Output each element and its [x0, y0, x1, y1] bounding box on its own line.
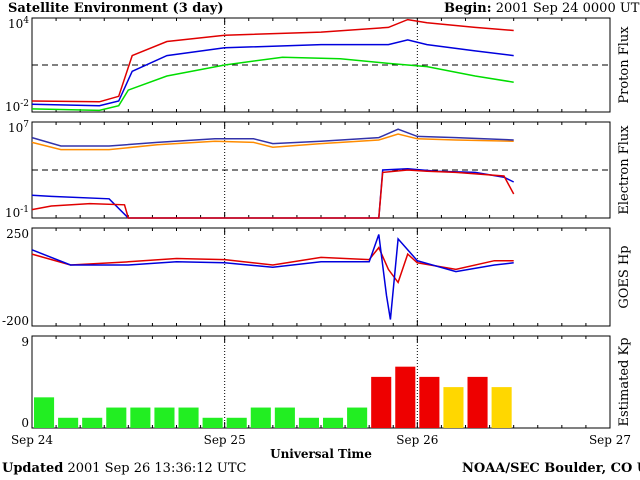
y-axis-label: Electron Flux	[617, 125, 632, 215]
y-tick-label: 104	[8, 16, 29, 31]
y-tick-label: 107	[8, 120, 29, 135]
updated-value: 2001 Sep 26 13:36:12 UTC	[67, 461, 247, 476]
kp-bar	[419, 376, 440, 428]
panel-3: 250 -200 GOES Hp	[2, 227, 632, 328]
kp-bar	[371, 376, 392, 428]
y-tick-label: 10-2	[5, 99, 29, 114]
kp-bar	[347, 407, 368, 428]
y-tick-label: -200	[2, 314, 29, 328]
kp-bar	[274, 407, 295, 428]
y-tick-label: 0	[21, 416, 29, 430]
begin-value: 2001 Sep 24 0000 UTC	[495, 1, 640, 16]
y-axis-label: Proton Flux	[617, 26, 632, 104]
kp-bar	[130, 407, 151, 428]
series-h2	[31, 234, 514, 320]
y-tick-label: 250	[6, 227, 29, 241]
series-p2	[31, 39, 514, 107]
panel-4: 9 0 Estimated Kp	[21, 335, 632, 430]
series-e3	[31, 168, 515, 219]
x-tick-label: Sep 27	[589, 433, 631, 447]
kp-bar	[34, 397, 55, 428]
begin-label: Begin:	[444, 1, 492, 16]
kp-bar	[202, 417, 223, 428]
panel-1: 104 10-2 Proton Flux	[5, 16, 632, 114]
updated-info: Updated 2001 Sep 26 13:36:12 UTC	[2, 461, 247, 476]
series-e4	[31, 169, 515, 219]
begin-info: Begin: 2001 Sep 24 0000 UTC	[444, 1, 640, 16]
kp-bar	[226, 417, 247, 428]
y-tick-label: 9	[21, 335, 29, 349]
y-axis-label: Estimated Kp	[617, 337, 632, 426]
kp-bar	[395, 366, 416, 428]
x-tick-label: Sep 24	[11, 433, 53, 447]
kp-bar	[178, 407, 199, 428]
panel-2: 107 10-1 Electron Flux	[5, 120, 632, 220]
series-p3	[31, 56, 514, 112]
kp-bar	[58, 417, 79, 428]
series-e1	[31, 133, 514, 151]
x-axis-title: Universal Time	[270, 447, 372, 461]
kp-bar	[106, 407, 127, 428]
kp-bar	[82, 417, 103, 428]
series-e2	[31, 128, 514, 147]
kp-bar	[154, 407, 175, 428]
y-tick-label: 10-1	[5, 205, 29, 220]
kp-bar	[298, 417, 319, 428]
credit-text: NOAA/SEC Boulder, CO USA	[462, 461, 640, 476]
kp-bar	[491, 387, 512, 428]
chart-title: Satellite Environment (3 day)	[8, 1, 224, 16]
x-tick-label: Sep 26	[396, 433, 438, 447]
x-tick-label: Sep 25	[204, 433, 246, 447]
kp-bar	[467, 376, 488, 428]
panel-frame	[31, 227, 611, 327]
updated-label: Updated	[2, 461, 64, 476]
kp-bar	[323, 417, 344, 428]
y-axis-label: GOES Hp	[617, 245, 632, 308]
series-p1	[31, 18, 514, 103]
kp-bar	[443, 387, 464, 428]
kp-bar	[250, 407, 271, 428]
